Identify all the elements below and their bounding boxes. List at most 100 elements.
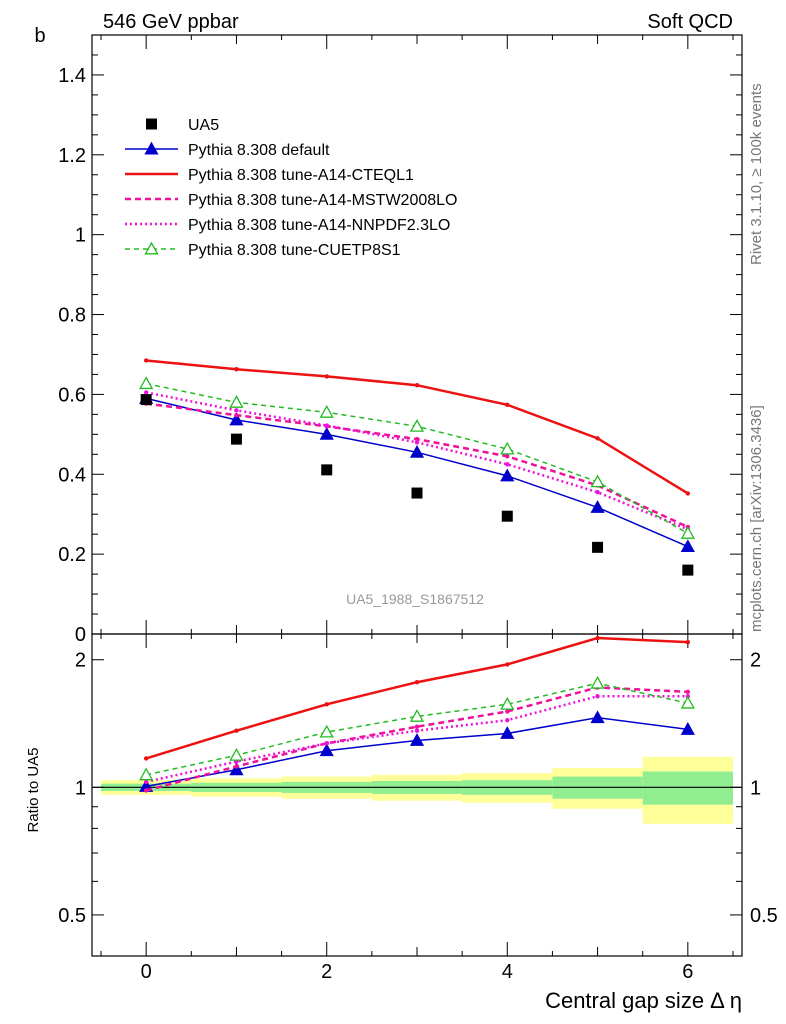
- ratio-y-tick-label: 0.5: [58, 905, 86, 927]
- main-point-default: [409, 444, 425, 458]
- main-point-mstw: [414, 436, 420, 442]
- main-point-cteql1: [505, 402, 510, 407]
- main-point-nnpdf: [505, 462, 510, 467]
- analysis-watermark: UA5_1988_S1867512: [346, 591, 484, 607]
- x-axis-label: Central gap size Δ η: [545, 988, 742, 1013]
- ratio-point-default: [680, 722, 695, 735]
- ratio-band-green: [642, 771, 733, 805]
- ratio-y-tick-label-right: 2: [750, 650, 761, 672]
- ratio-point-default: [500, 726, 515, 739]
- main-point-cteql1: [324, 374, 329, 379]
- ua5-data-point: [501, 510, 513, 522]
- main-series-cteql1: [143, 358, 691, 496]
- main-point-nnpdf: [324, 423, 329, 428]
- side-text-mcplots: mcplots.cern.ch [arXiv:1306.3436]: [748, 405, 765, 632]
- ratio-y-tick-label: 1: [75, 777, 86, 799]
- main-point-default: [590, 500, 605, 513]
- ratio-point-cteql1: [414, 680, 420, 685]
- main-point-cuetp8s1: [590, 474, 605, 488]
- ratio-point-cteql1: [595, 635, 600, 641]
- ratio-point-cteql1: [505, 662, 510, 667]
- ratio-point-cteql1: [685, 639, 691, 645]
- ratio-series-default: [139, 710, 695, 792]
- ratio-point-cuetp8s1: [409, 709, 425, 722]
- legend-marker-cuetp8s1: [144, 241, 159, 255]
- main-series-nnpdf: [143, 390, 691, 532]
- main-point-cteql1: [595, 436, 600, 441]
- main-series-cuetp8s1: [139, 376, 695, 539]
- ratio-point-mstw: [143, 788, 149, 793]
- main-y-tick-label: 1.4: [58, 65, 86, 87]
- ratio-point-cteql1: [234, 728, 239, 733]
- main-point-default: [319, 426, 334, 440]
- legend-marker-ua5: [146, 118, 157, 130]
- ratio-point-mstw: [414, 724, 420, 729]
- ua5-data-point: [140, 394, 152, 406]
- main-point-mstw: [234, 412, 239, 418]
- ratio-point-mstw: [234, 764, 239, 769]
- main-point-cuetp8s1: [500, 441, 515, 455]
- x-tick-label: 2: [321, 961, 332, 983]
- main-point-cteql1: [143, 358, 149, 363]
- main-y-tick-label: 1: [75, 225, 86, 247]
- ratio-point-cteql1: [143, 756, 149, 761]
- legend-label: Pythia 8.308 tune-A14-MSTW2008LO: [188, 192, 457, 209]
- header-left: 546 GeV ppbar: [103, 11, 239, 33]
- main-point-cuetp8s1: [680, 526, 695, 539]
- main-point-nnpdf: [595, 490, 600, 495]
- main-y-tick-label: 0.4: [58, 464, 86, 486]
- main-point-default: [229, 412, 244, 426]
- side-text-rivet: Rivet 3.1.10, ≥ 100k events: [748, 83, 765, 265]
- ratio-point-nnpdf: [414, 728, 420, 733]
- ratio-point-nnpdf: [505, 718, 510, 723]
- main-y-tick-label: 1.2: [58, 145, 86, 167]
- legend-label: Pythia 8.308 tune-A14-NNPDF2.3LO: [188, 217, 450, 234]
- ratio-y-tick-label-right: 1: [750, 777, 761, 799]
- main-point-nnpdf: [414, 440, 420, 445]
- main-point-default: [680, 539, 695, 552]
- ua5-data-point: [230, 433, 242, 445]
- main-point-mstw: [505, 454, 510, 459]
- legend-label: Pythia 8.308 tune-A14-CTEQL1: [188, 167, 414, 184]
- main-point-cteql1: [234, 367, 239, 372]
- main-point-cuetp8s1: [319, 405, 334, 418]
- ratio-point-cuetp8s1: [229, 747, 244, 761]
- ratio-point-mstw: [685, 689, 691, 695]
- ratio-y-tick-label: 2: [75, 650, 86, 672]
- x-tick-label: 0: [141, 961, 152, 983]
- legend-label: Pythia 8.308 tune-CUETP8S1: [188, 242, 401, 259]
- ratio-point-default: [590, 710, 605, 724]
- ratio-y-tick-label-right: 0.5: [750, 905, 778, 927]
- ratio-point-nnpdf: [143, 779, 149, 785]
- legend-label: UA5: [188, 117, 219, 134]
- x-tick-label: 4: [502, 961, 513, 983]
- ratio-point-cuetp8s1: [139, 767, 154, 781]
- ratio-point-cteql1: [324, 702, 329, 707]
- ratio-point-cuetp8s1: [680, 695, 695, 709]
- main-y-tick-label: 0.6: [58, 384, 86, 406]
- ratio-point-cuetp8s1: [590, 675, 605, 689]
- main-series-default: [139, 391, 695, 552]
- y-axis-label-main: b: [34, 25, 45, 47]
- ratio-point-cuetp8s1: [500, 696, 515, 710]
- ratio-point-cuetp8s1: [319, 724, 334, 738]
- main-point-cuetp8s1: [229, 395, 244, 408]
- x-tick-label: 6: [682, 961, 693, 983]
- ratio-point-default: [409, 733, 425, 746]
- ratio-series-cuetp8s1: [139, 675, 695, 781]
- main-point-nnpdf: [143, 390, 149, 395]
- main-point-cuetp8s1: [139, 376, 154, 390]
- ratio-point-nnpdf: [324, 741, 329, 746]
- ua5-data-point: [411, 487, 423, 499]
- ua5-data-point: [592, 541, 604, 553]
- ratio-point-default: [319, 743, 334, 757]
- ua5-data-point: [682, 564, 694, 576]
- ua5-data-point: [321, 464, 333, 476]
- ratio-point-default: [229, 762, 244, 776]
- main-y-tick-label: 0.2: [58, 544, 86, 566]
- y-axis-label-ratio: Ratio to UA5: [25, 747, 42, 832]
- header-right: Soft QCD: [647, 11, 733, 33]
- main-y-tick-label: 0.8: [58, 305, 86, 327]
- main-point-nnpdf: [234, 408, 239, 413]
- main-point-cteql1: [414, 383, 420, 388]
